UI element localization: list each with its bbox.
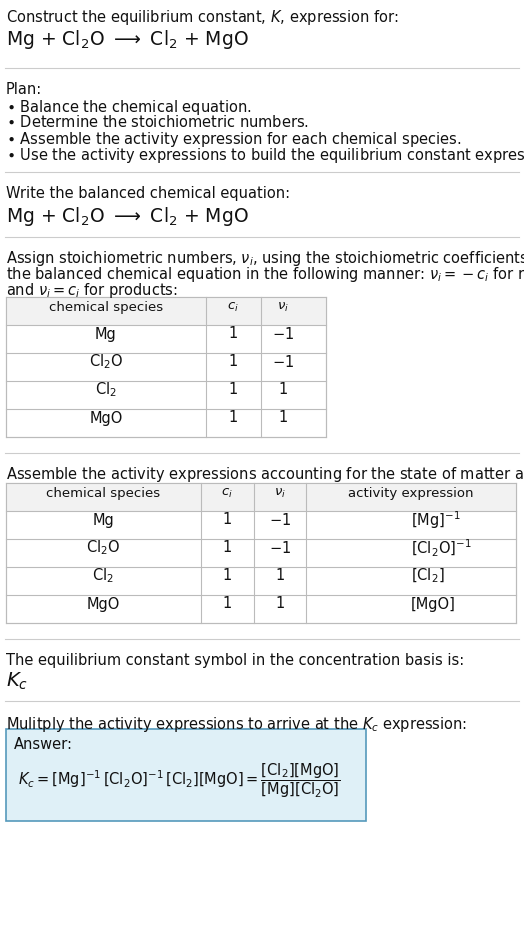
Text: 1: 1 xyxy=(228,355,237,369)
Text: [MgO]: [MgO] xyxy=(411,597,456,611)
Text: 1: 1 xyxy=(222,512,232,528)
Text: $K_c = [\mathrm{Mg}]^{-1}\,[\mathrm{Cl_2O}]^{-1}\,[\mathrm{Cl_2}][\mathrm{MgO}] : $K_c = [\mathrm{Mg}]^{-1}\,[\mathrm{Cl_2… xyxy=(18,761,341,800)
Text: activity expression: activity expression xyxy=(348,487,474,499)
Text: Cl$_2$O: Cl$_2$O xyxy=(89,353,123,371)
Text: $K_c$: $K_c$ xyxy=(6,671,28,693)
Text: $\nu_i$: $\nu_i$ xyxy=(274,487,286,499)
Text: [Cl$_2$O]$^{-1}$: [Cl$_2$O]$^{-1}$ xyxy=(411,537,472,559)
Text: $-$1: $-$1 xyxy=(272,354,294,370)
Text: 1: 1 xyxy=(278,411,288,425)
Text: 1: 1 xyxy=(278,382,288,398)
Text: [Cl$_2$]: [Cl$_2$] xyxy=(411,567,445,586)
Text: Mulitply the activity expressions to arrive at the $K_c$ expression:: Mulitply the activity expressions to arr… xyxy=(6,715,467,734)
Text: MgO: MgO xyxy=(89,411,123,425)
Text: Mg + Cl$_2$O $\longrightarrow$ Cl$_2$ + MgO: Mg + Cl$_2$O $\longrightarrow$ Cl$_2$ + … xyxy=(6,205,249,228)
Text: $-$1: $-$1 xyxy=(269,540,291,556)
Bar xyxy=(6,297,326,437)
Text: 1: 1 xyxy=(276,568,285,584)
Text: chemical species: chemical species xyxy=(46,487,160,499)
Text: the balanced chemical equation in the following manner: $\nu_i = -c_i$ for react: the balanced chemical equation in the fo… xyxy=(6,265,524,284)
Text: $-$1: $-$1 xyxy=(272,326,294,342)
Text: $\bullet$ Assemble the activity expression for each chemical species.: $\bullet$ Assemble the activity expressi… xyxy=(6,130,461,149)
Text: Cl$_2$: Cl$_2$ xyxy=(92,567,114,586)
Text: and $\nu_i = c_i$ for products:: and $\nu_i = c_i$ for products: xyxy=(6,281,178,300)
Text: $c_i$: $c_i$ xyxy=(221,487,233,499)
Text: The equilibrium constant symbol in the concentration basis is:: The equilibrium constant symbol in the c… xyxy=(6,653,464,668)
Bar xyxy=(6,483,516,623)
Text: $\bullet$ Determine the stoichiometric numbers.: $\bullet$ Determine the stoichiometric n… xyxy=(6,114,309,130)
Text: Write the balanced chemical equation:: Write the balanced chemical equation: xyxy=(6,186,290,201)
Text: $c_i$: $c_i$ xyxy=(227,301,239,313)
Text: [Mg]$^{-1}$: [Mg]$^{-1}$ xyxy=(411,510,461,530)
Text: 1: 1 xyxy=(222,568,232,584)
Text: 1: 1 xyxy=(222,597,232,611)
Text: chemical species: chemical species xyxy=(49,301,163,313)
Text: Assemble the activity expressions accounting for the state of matter and $\nu_i$: Assemble the activity expressions accoun… xyxy=(6,465,524,484)
Text: Mg + Cl$_2$O $\longrightarrow$ Cl$_2$ + MgO: Mg + Cl$_2$O $\longrightarrow$ Cl$_2$ + … xyxy=(6,28,249,51)
Text: Cl$_2$O: Cl$_2$O xyxy=(86,539,120,557)
Text: MgO: MgO xyxy=(86,597,119,611)
Text: Assign stoichiometric numbers, $\nu_i$, using the stoichiometric coefficients, $: Assign stoichiometric numbers, $\nu_i$, … xyxy=(6,249,524,268)
Text: $-$1: $-$1 xyxy=(269,512,291,528)
FancyBboxPatch shape xyxy=(6,729,366,821)
Text: 1: 1 xyxy=(276,597,285,611)
Text: $\bullet$ Balance the chemical equation.: $\bullet$ Balance the chemical equation. xyxy=(6,98,252,117)
Text: Plan:: Plan: xyxy=(6,82,42,97)
Text: Mg: Mg xyxy=(92,512,114,528)
Text: $\nu_i$: $\nu_i$ xyxy=(277,301,289,313)
Text: 1: 1 xyxy=(222,541,232,555)
Text: $\bullet$ Use the activity expressions to build the equilibrium constant express: $\bullet$ Use the activity expressions t… xyxy=(6,146,524,165)
Text: 1: 1 xyxy=(228,326,237,342)
Bar xyxy=(6,297,326,325)
Bar xyxy=(6,483,516,511)
Text: Construct the equilibrium constant, $K$, expression for:: Construct the equilibrium constant, $K$,… xyxy=(6,8,399,27)
Text: 1: 1 xyxy=(228,382,237,398)
Text: Cl$_2$: Cl$_2$ xyxy=(95,381,117,400)
Text: Answer:: Answer: xyxy=(14,737,73,752)
Text: Mg: Mg xyxy=(95,326,117,342)
Text: 1: 1 xyxy=(228,411,237,425)
